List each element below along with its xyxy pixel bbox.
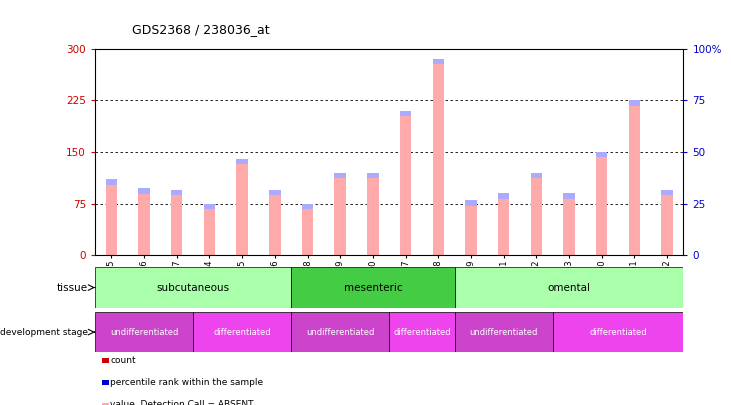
Bar — [553, 312, 683, 352]
Text: differentiated: differentiated — [213, 328, 271, 337]
Bar — [204, 203, 215, 255]
Bar — [204, 203, 215, 209]
Bar — [193, 312, 291, 352]
Bar — [465, 200, 477, 206]
Text: GDS2368 / 238036_at: GDS2368 / 238036_at — [132, 23, 269, 36]
Bar — [236, 159, 248, 164]
Bar — [106, 179, 117, 255]
Bar — [138, 188, 150, 194]
Bar — [367, 173, 379, 178]
Text: differentiated: differentiated — [589, 328, 647, 337]
Bar — [400, 111, 412, 116]
Text: subcutaneous: subcutaneous — [156, 283, 230, 292]
Bar — [291, 267, 455, 308]
Bar — [531, 173, 542, 178]
Text: differentiated: differentiated — [393, 328, 451, 337]
Bar — [455, 312, 553, 352]
Bar — [400, 111, 412, 255]
Bar — [629, 100, 640, 106]
Bar — [138, 188, 150, 255]
Bar — [596, 152, 607, 158]
Bar — [335, 173, 346, 178]
Bar — [106, 179, 117, 185]
Bar — [95, 267, 291, 308]
Text: omental: omental — [548, 283, 591, 292]
Bar — [389, 312, 455, 352]
Bar — [564, 193, 575, 199]
Text: percentile rank within the sample: percentile rank within the sample — [110, 378, 263, 387]
Bar — [662, 190, 673, 255]
Bar — [629, 100, 640, 255]
Bar — [171, 190, 183, 255]
Bar — [335, 173, 346, 255]
Bar — [291, 312, 389, 352]
Bar — [171, 190, 183, 195]
Bar — [531, 173, 542, 255]
Text: mesenteric: mesenteric — [344, 283, 402, 292]
Text: undifferentiated: undifferentiated — [469, 328, 538, 337]
Bar — [662, 190, 673, 195]
Bar — [302, 203, 314, 209]
Bar — [236, 159, 248, 255]
Text: undifferentiated: undifferentiated — [110, 328, 178, 337]
Bar — [596, 152, 607, 255]
Text: tissue: tissue — [56, 283, 88, 292]
Text: count: count — [110, 356, 136, 365]
Bar — [455, 267, 683, 308]
Bar — [564, 193, 575, 255]
Text: value, Detection Call = ABSENT: value, Detection Call = ABSENT — [110, 401, 254, 405]
Bar — [302, 203, 314, 255]
Bar — [498, 193, 510, 199]
Bar — [95, 312, 193, 352]
Bar — [367, 173, 379, 255]
Text: development stage: development stage — [0, 328, 88, 337]
Bar — [465, 200, 477, 255]
Bar — [269, 190, 281, 255]
Bar — [433, 59, 444, 64]
Bar — [269, 190, 281, 195]
Text: undifferentiated: undifferentiated — [306, 328, 374, 337]
Bar — [498, 193, 510, 255]
Bar — [433, 59, 444, 255]
